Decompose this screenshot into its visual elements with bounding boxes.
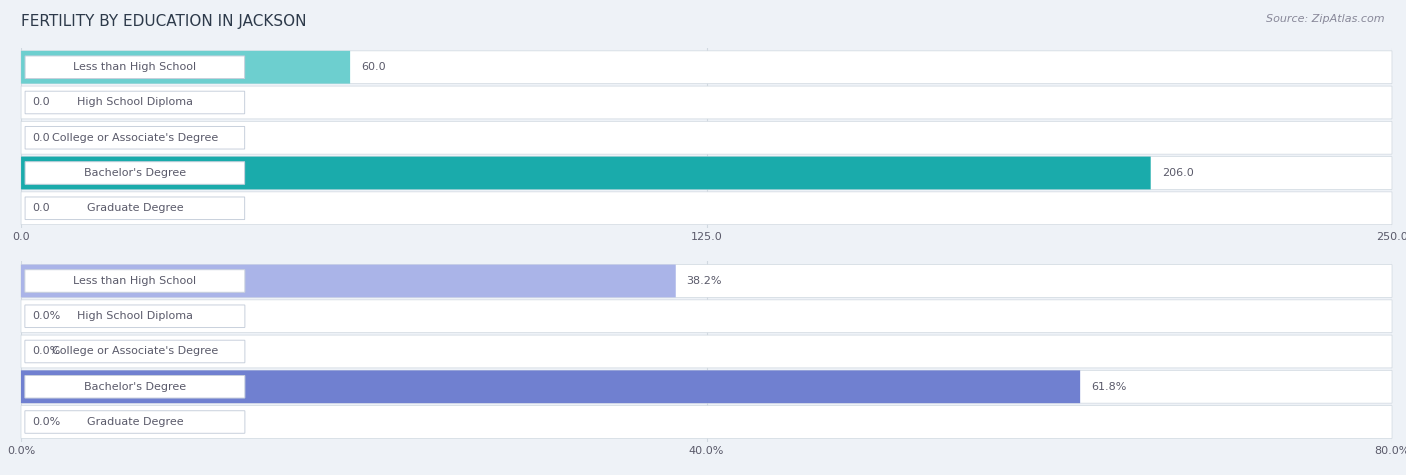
Text: Less than High School: Less than High School bbox=[73, 276, 197, 286]
FancyBboxPatch shape bbox=[21, 300, 1392, 332]
FancyBboxPatch shape bbox=[25, 126, 245, 149]
FancyBboxPatch shape bbox=[21, 335, 1392, 368]
Text: High School Diploma: High School Diploma bbox=[77, 97, 193, 107]
Text: 206.0: 206.0 bbox=[1161, 168, 1194, 178]
Text: 61.8%: 61.8% bbox=[1091, 382, 1126, 392]
FancyBboxPatch shape bbox=[21, 86, 1392, 119]
FancyBboxPatch shape bbox=[21, 265, 676, 297]
Text: Source: ZipAtlas.com: Source: ZipAtlas.com bbox=[1267, 14, 1385, 24]
FancyBboxPatch shape bbox=[21, 157, 1392, 190]
Text: Bachelor's Degree: Bachelor's Degree bbox=[84, 168, 186, 178]
Text: 0.0%: 0.0% bbox=[32, 311, 60, 321]
FancyBboxPatch shape bbox=[25, 91, 245, 114]
Text: College or Associate's Degree: College or Associate's Degree bbox=[52, 133, 218, 143]
Text: 0.0: 0.0 bbox=[32, 133, 49, 143]
FancyBboxPatch shape bbox=[21, 406, 1392, 438]
Text: Graduate Degree: Graduate Degree bbox=[87, 203, 183, 213]
Text: 0.0: 0.0 bbox=[32, 203, 49, 213]
Text: 60.0: 60.0 bbox=[361, 62, 385, 72]
FancyBboxPatch shape bbox=[25, 270, 245, 292]
FancyBboxPatch shape bbox=[25, 305, 245, 328]
Text: 0.0%: 0.0% bbox=[32, 346, 60, 357]
FancyBboxPatch shape bbox=[21, 51, 350, 84]
Text: Less than High School: Less than High School bbox=[73, 62, 197, 72]
Text: 38.2%: 38.2% bbox=[686, 276, 723, 286]
Text: High School Diploma: High School Diploma bbox=[77, 311, 193, 321]
FancyBboxPatch shape bbox=[25, 375, 245, 398]
FancyBboxPatch shape bbox=[25, 162, 245, 184]
FancyBboxPatch shape bbox=[21, 51, 1392, 84]
Text: Graduate Degree: Graduate Degree bbox=[87, 417, 183, 427]
FancyBboxPatch shape bbox=[21, 370, 1080, 403]
FancyBboxPatch shape bbox=[21, 121, 1392, 154]
Text: Bachelor's Degree: Bachelor's Degree bbox=[84, 382, 186, 392]
Text: College or Associate's Degree: College or Associate's Degree bbox=[52, 346, 218, 357]
FancyBboxPatch shape bbox=[25, 56, 245, 78]
FancyBboxPatch shape bbox=[25, 411, 245, 433]
FancyBboxPatch shape bbox=[21, 157, 1150, 190]
FancyBboxPatch shape bbox=[25, 197, 245, 219]
FancyBboxPatch shape bbox=[25, 340, 245, 363]
Text: 0.0%: 0.0% bbox=[32, 417, 60, 427]
FancyBboxPatch shape bbox=[21, 192, 1392, 225]
Text: 0.0: 0.0 bbox=[32, 97, 49, 107]
Text: FERTILITY BY EDUCATION IN JACKSON: FERTILITY BY EDUCATION IN JACKSON bbox=[21, 14, 307, 29]
FancyBboxPatch shape bbox=[21, 265, 1392, 297]
FancyBboxPatch shape bbox=[21, 370, 1392, 403]
